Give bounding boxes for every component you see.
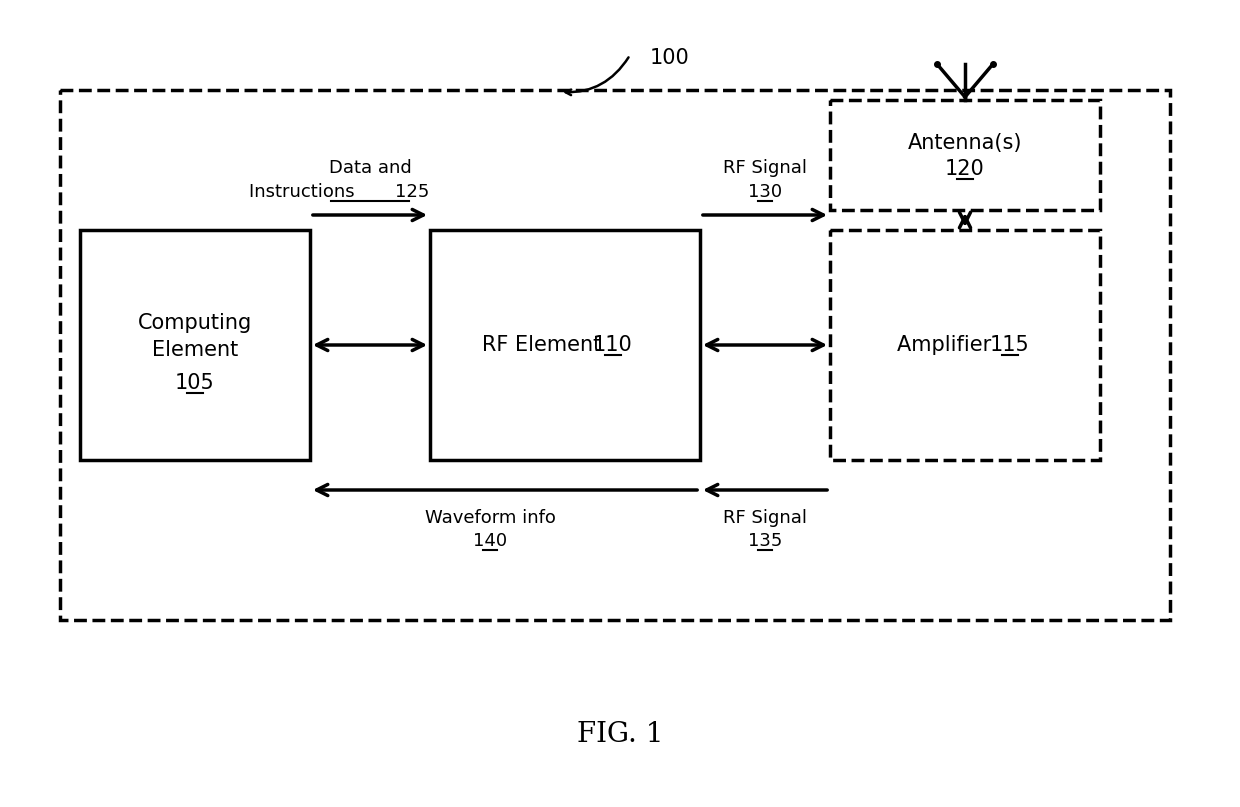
Text: 115: 115 (990, 335, 1030, 355)
Text: RF Signal: RF Signal (723, 509, 807, 527)
Text: RF Signal: RF Signal (723, 159, 807, 177)
Text: Data and: Data and (329, 159, 412, 177)
Text: 120: 120 (945, 159, 985, 179)
Text: 140: 140 (472, 532, 507, 550)
Text: 110: 110 (593, 335, 632, 355)
Bar (81, 230, 310, 460)
Text: FIG. 1: FIG. 1 (577, 721, 663, 749)
Text: 100: 100 (650, 48, 689, 68)
Text: 130: 130 (748, 183, 782, 201)
Text: Instructions: Instructions (249, 183, 361, 201)
Bar (830, 230, 1100, 460)
Text: Waveform info: Waveform info (424, 509, 556, 527)
Text: 125: 125 (396, 183, 429, 201)
Text: Computing: Computing (138, 313, 252, 333)
Text: Amplifier: Amplifier (897, 335, 997, 355)
Text: Element: Element (151, 340, 238, 360)
Text: Antenna(s): Antenna(s) (908, 133, 1022, 153)
Bar (830, 100, 1100, 210)
Text: 105: 105 (175, 373, 215, 393)
Bar (430, 230, 701, 460)
Text: 135: 135 (748, 532, 782, 550)
Bar (60, 90, 1171, 620)
Text: RF Element: RF Element (482, 335, 608, 355)
